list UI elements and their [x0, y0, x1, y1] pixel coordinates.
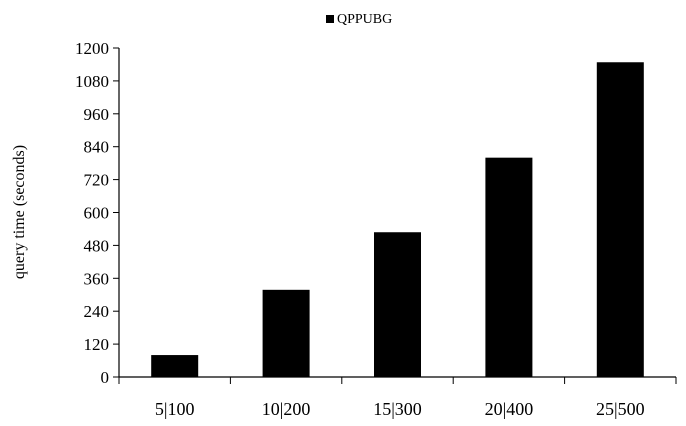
bar-20-400 [485, 157, 533, 377]
bar-10-200 [262, 289, 310, 377]
bar-15-300 [374, 232, 421, 377]
y-tick-label: 360 [84, 269, 110, 288]
axes [118, 48, 676, 378]
y-tick-label: 240 [84, 302, 110, 321]
y-tick-label: 840 [84, 138, 110, 157]
bar-25-500 [596, 62, 644, 378]
bars [151, 62, 644, 378]
y-axis-label: query time (seconds) [11, 145, 28, 279]
bar-5-100 [151, 355, 199, 377]
y-tick-label: 1200 [75, 39, 109, 58]
legend-swatch [326, 15, 334, 23]
x-tick-label: 5|100 [155, 399, 195, 419]
y-tick-label: 600 [84, 204, 110, 223]
x-tick-label: 25|500 [596, 399, 645, 419]
y-tick-label: 480 [84, 236, 110, 255]
x-tick-label: 10|200 [262, 399, 311, 419]
y-tick-label: 960 [84, 105, 110, 124]
y-tick-label: 0 [101, 368, 110, 387]
y-tick-label: 1080 [75, 72, 109, 91]
y-tick-label: 120 [84, 335, 110, 354]
y-tick-label: 720 [84, 171, 110, 190]
x-tick-label: 15|300 [373, 399, 422, 419]
x-tick-label: 20|400 [485, 399, 534, 419]
legend-label: QPPUBG [337, 12, 392, 27]
y-axis-ticks: 0 120 240 360 480 600 720 840 960 1080 1200 [75, 39, 119, 387]
legend: QPPUBG [326, 12, 392, 27]
x-axis-ticks: 5|100 10|200 15|300 20|400 25|500 [118, 377, 677, 419]
